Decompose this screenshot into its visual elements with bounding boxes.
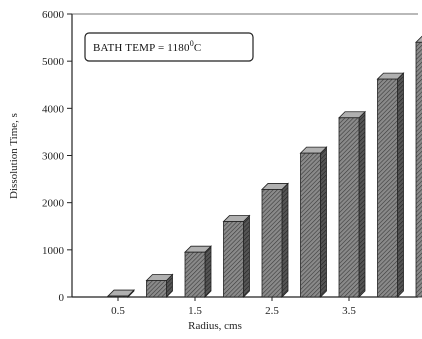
bar-front xyxy=(107,295,129,298)
bar-side xyxy=(243,214,250,298)
bar-front xyxy=(338,117,360,298)
y-tick-label: 3000 xyxy=(42,151,65,163)
y-tick-label: 4000 xyxy=(42,103,65,115)
x-tick-label: 3.5 xyxy=(342,305,356,317)
bar xyxy=(338,110,366,298)
bar-side xyxy=(397,72,404,298)
bar-front xyxy=(415,41,422,298)
bar xyxy=(299,146,328,298)
bar xyxy=(376,72,405,298)
bar xyxy=(184,245,212,298)
y-axis-label: Dissolution Time, s xyxy=(8,113,20,199)
bar xyxy=(222,214,251,298)
bar-side xyxy=(281,182,289,298)
y-tick-label: 0 xyxy=(59,292,65,304)
bar-side xyxy=(320,146,327,298)
x-axis-label: Radius, cms xyxy=(188,320,242,332)
x-tick-label: 2.5 xyxy=(265,305,279,317)
y-tick-label: 6000 xyxy=(42,9,65,21)
y-tick-label: 1000 xyxy=(42,245,65,257)
bar-front xyxy=(146,280,167,298)
bar-front xyxy=(223,221,244,298)
bar xyxy=(261,182,289,298)
bar-top xyxy=(415,35,422,43)
bar xyxy=(107,289,135,298)
bar-front xyxy=(377,78,398,298)
y-ticks: 0 1000 2000 3000 4000 5000 6000 xyxy=(42,9,72,304)
bars xyxy=(107,35,422,298)
x-tick-label: 0.5 xyxy=(111,305,125,317)
bar xyxy=(145,273,174,298)
bar-front xyxy=(184,251,206,298)
x-ticks: 0.5 1.5 2.5 3.5 xyxy=(111,297,356,317)
annotation-suffix: C xyxy=(194,42,202,54)
annotation-box: BATH TEMP = 11800C xyxy=(84,32,254,62)
annotation-text: BATH TEMP = 11800C xyxy=(93,39,201,54)
bar-side xyxy=(204,245,212,298)
bar-front xyxy=(261,189,283,298)
annotation-superscript: 0 xyxy=(190,39,194,48)
bar xyxy=(415,35,422,298)
annotation-prefix: BATH TEMP = 1180 xyxy=(93,42,190,54)
y-tick-label: 5000 xyxy=(42,56,65,68)
x-tick-label: 1.5 xyxy=(188,305,202,317)
bar-side xyxy=(358,110,366,298)
bar-front xyxy=(300,152,321,298)
annotation-frame xyxy=(84,32,254,62)
y-tick-label: 2000 xyxy=(42,198,65,210)
